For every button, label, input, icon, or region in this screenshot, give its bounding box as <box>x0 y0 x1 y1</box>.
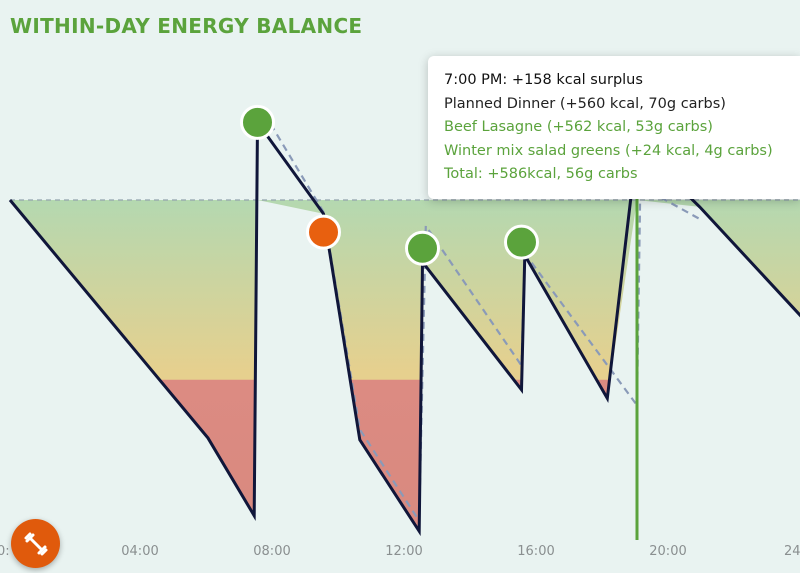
energy-tooltip: 7:00 PM: +158 kcal surplus Planned Dinne… <box>428 56 800 199</box>
x-tick-label: 0: <box>0 544 10 559</box>
energy-zone-fill <box>10 200 800 532</box>
x-tick-label: 12:00 <box>385 544 422 559</box>
tooltip-total: Total: +586kcal, 56g carbs <box>444 166 638 182</box>
x-tick-label: 04:00 <box>121 544 158 559</box>
workout-button[interactable] <box>11 519 60 568</box>
tooltip-item: Beef Lasagne (+562 kcal, 53g carbs) <box>444 119 713 135</box>
tooltip-heading: 7:00 PM: +158 kcal surplus <box>444 72 643 88</box>
meal-marker <box>405 230 440 266</box>
x-tick-label: 08:00 <box>253 544 290 559</box>
meal-marker <box>504 224 539 260</box>
energy-zone-area <box>10 200 800 532</box>
dumbbell-icon <box>24 532 47 555</box>
warning-marker <box>306 214 341 250</box>
x-tick-label: 20:00 <box>649 544 686 559</box>
tooltip-item: Winter mix salad greens (+24 kcal, 4g ca… <box>444 142 773 159</box>
x-tick-label: 24 <box>784 544 800 559</box>
tooltip-meal: Planned Dinner (+560 kcal, 70g carbs) <box>444 95 726 112</box>
x-tick-label: 16:00 <box>517 544 554 559</box>
chart-title: WITHIN-DAY ENERGY BALANCE <box>10 14 363 38</box>
meal-marker <box>240 104 275 140</box>
